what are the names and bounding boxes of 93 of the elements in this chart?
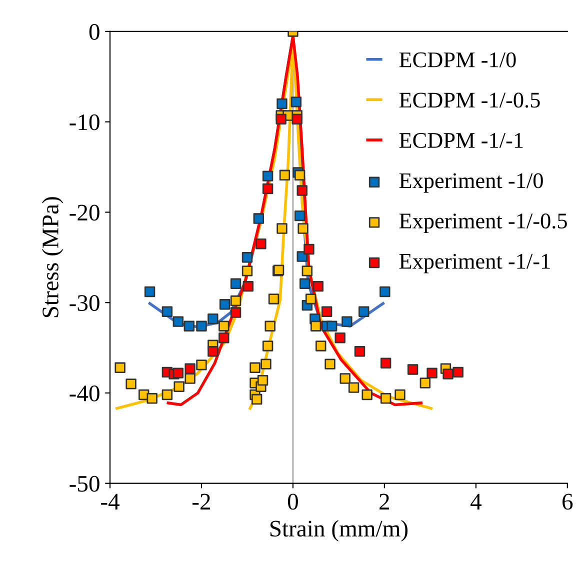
legend-label: Experiment -1/-0.5 xyxy=(399,214,567,234)
point xyxy=(174,381,184,392)
point xyxy=(208,346,218,357)
point xyxy=(296,185,308,196)
point xyxy=(262,183,274,194)
legend-label: ECDPM -1/0 xyxy=(399,52,516,68)
y-tick-label: -40 xyxy=(70,385,100,402)
x-tick-label: -2 xyxy=(192,494,210,510)
point xyxy=(196,320,207,332)
point xyxy=(260,358,272,370)
y-tick-label: -30 xyxy=(70,295,100,312)
point xyxy=(172,368,184,378)
point xyxy=(334,332,346,344)
point xyxy=(452,366,464,378)
point xyxy=(420,378,431,388)
point xyxy=(324,358,336,370)
point xyxy=(257,374,268,386)
point xyxy=(442,368,454,380)
point xyxy=(264,320,276,332)
point xyxy=(316,340,326,352)
y-tick-label: -50 xyxy=(70,476,100,492)
point xyxy=(348,382,360,393)
y-axis-title: Stress (MPa) xyxy=(42,197,64,318)
point xyxy=(358,306,370,317)
x-tick-label: 0 xyxy=(288,494,298,510)
point xyxy=(279,170,290,181)
y-tick-label: 0 xyxy=(89,24,100,40)
x-tick-label: -4 xyxy=(101,494,120,510)
point xyxy=(312,280,324,292)
point xyxy=(362,389,372,400)
point xyxy=(302,266,313,276)
point xyxy=(294,170,306,181)
point xyxy=(196,360,207,370)
point xyxy=(242,252,253,263)
point xyxy=(380,393,392,404)
legend-label: ECDPM -1/-0.5 xyxy=(399,92,540,108)
point xyxy=(380,358,392,368)
point xyxy=(208,314,218,324)
x-tick-label: 4 xyxy=(470,494,482,510)
point xyxy=(184,373,196,384)
point xyxy=(230,278,242,289)
point xyxy=(321,306,332,317)
y-tick-label: -10 xyxy=(70,114,100,130)
point xyxy=(342,316,352,327)
point xyxy=(114,362,126,374)
point xyxy=(162,306,173,317)
point xyxy=(426,368,438,378)
point xyxy=(126,378,136,390)
point xyxy=(262,170,274,182)
point xyxy=(407,364,418,375)
point xyxy=(296,251,308,262)
point xyxy=(380,286,390,298)
point xyxy=(219,299,230,310)
point xyxy=(276,223,288,234)
point xyxy=(218,320,230,332)
point xyxy=(146,393,158,404)
point xyxy=(184,320,194,332)
point xyxy=(276,114,286,124)
point xyxy=(184,363,196,374)
point xyxy=(305,294,316,304)
point xyxy=(340,373,350,384)
legend-label: Experiment -1/0 xyxy=(399,173,543,193)
point xyxy=(354,346,366,357)
point xyxy=(262,340,274,352)
point xyxy=(276,98,288,110)
point xyxy=(172,316,184,327)
point xyxy=(290,96,302,108)
point xyxy=(162,389,173,400)
point xyxy=(230,307,242,318)
y-tick-label: -20 xyxy=(70,204,100,221)
x-axis-title: Strain (mm/m) xyxy=(270,520,408,542)
point xyxy=(298,223,308,234)
x-tick-label: 6 xyxy=(562,494,573,510)
point xyxy=(253,213,264,224)
point xyxy=(251,394,262,405)
x-tick-label: 2 xyxy=(380,494,390,510)
point xyxy=(218,332,230,344)
point xyxy=(394,389,406,400)
point xyxy=(300,278,310,289)
point xyxy=(144,286,156,298)
point xyxy=(326,320,338,332)
point xyxy=(242,280,254,292)
point xyxy=(250,362,260,374)
point xyxy=(268,294,280,304)
point xyxy=(304,244,314,255)
point xyxy=(310,320,322,332)
point xyxy=(230,295,242,306)
point xyxy=(294,210,306,222)
legend-label: ECDPM -1/-1 xyxy=(399,132,523,148)
point xyxy=(242,266,253,276)
point xyxy=(292,114,302,124)
legend-label: Experiment -1/-1 xyxy=(399,254,550,274)
point xyxy=(256,238,266,250)
